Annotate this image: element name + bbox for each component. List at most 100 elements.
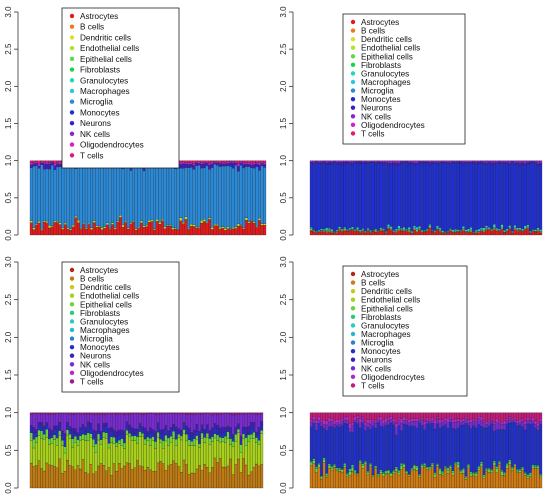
bar-segment xyxy=(322,424,326,429)
bar-segment xyxy=(402,420,406,425)
bar-segment xyxy=(198,447,201,466)
bar-segment xyxy=(180,412,183,414)
bar-segment xyxy=(410,425,414,469)
bar-segment xyxy=(252,422,256,430)
bar-segment xyxy=(160,219,164,221)
bar-segment xyxy=(505,164,509,229)
bar-segment xyxy=(397,228,401,230)
bar-segment xyxy=(366,162,370,164)
bar-segment xyxy=(356,412,360,416)
bar-segment xyxy=(500,164,504,225)
bar-segment xyxy=(37,412,41,414)
bar-segment xyxy=(260,421,264,426)
bar-segment xyxy=(242,162,246,165)
bar-segment xyxy=(56,163,59,168)
bar-segment xyxy=(480,466,483,489)
bar-segment xyxy=(37,168,41,222)
bar-segment xyxy=(412,163,416,166)
bar-segment xyxy=(454,464,458,489)
bar-segment xyxy=(189,162,193,165)
bar-segment xyxy=(480,416,483,421)
bar-segment xyxy=(400,423,403,431)
bar-segment xyxy=(263,164,267,168)
bar-segment xyxy=(516,165,519,228)
bar-segment xyxy=(121,224,125,228)
bar-segment xyxy=(433,412,437,421)
bar-segment xyxy=(428,228,432,236)
bar-segment xyxy=(446,160,450,163)
bar-segment xyxy=(351,164,354,227)
bar-segment xyxy=(129,222,133,224)
y-tick-label: 1.0 xyxy=(279,155,288,167)
bar-segment xyxy=(521,466,525,469)
bar-segment xyxy=(474,232,478,234)
bar-segment xyxy=(189,160,193,163)
bar-segment xyxy=(120,414,124,430)
y-tick-label: 2.0 xyxy=(279,331,288,343)
bar-segment xyxy=(539,232,543,236)
bar-segment xyxy=(495,162,499,165)
bar-segment xyxy=(133,412,137,414)
bar-segment xyxy=(521,162,525,165)
bar-segment xyxy=(35,465,38,489)
legend-label: B cells xyxy=(80,23,104,32)
bar-segment xyxy=(348,468,352,472)
bar-segment xyxy=(387,469,391,472)
bar-segment xyxy=(237,171,240,224)
bar-segment xyxy=(389,412,393,417)
bar-segment xyxy=(63,413,67,434)
bar-segment xyxy=(221,437,225,442)
bar-segment xyxy=(146,413,150,432)
bar-segment xyxy=(464,232,468,236)
bar-segment xyxy=(189,226,193,236)
bar-segment xyxy=(179,164,183,169)
bar-segment xyxy=(234,164,238,228)
bar-segment xyxy=(345,423,349,474)
bar-segment xyxy=(461,412,465,419)
bar-segment xyxy=(161,440,165,449)
bar-segment xyxy=(143,444,147,471)
bar-segment xyxy=(358,160,362,162)
bar-segment xyxy=(86,412,90,414)
bar-segment xyxy=(138,436,142,466)
bar-segment xyxy=(221,414,225,427)
bar-segment xyxy=(187,439,191,446)
y-tick-label: 1.0 xyxy=(4,155,13,167)
bar-segment xyxy=(443,412,447,418)
bar-segment xyxy=(371,475,375,477)
bar-segment xyxy=(205,437,209,468)
bar-segment xyxy=(40,161,44,164)
bar-segment xyxy=(203,413,207,430)
bar-segment xyxy=(394,228,398,231)
bar-segment xyxy=(247,166,251,222)
bar-segment xyxy=(151,429,155,434)
bar-segment xyxy=(155,168,159,220)
bar-segment xyxy=(45,412,49,415)
bar-segment xyxy=(73,428,77,434)
bar-segment xyxy=(258,161,261,166)
bar-segment xyxy=(441,471,445,474)
bar-segment xyxy=(485,468,488,470)
bar-segment xyxy=(200,412,204,415)
bar-segment xyxy=(315,430,318,467)
bar-segment xyxy=(63,471,67,489)
bar-segment xyxy=(503,232,507,236)
bar-segment xyxy=(508,464,512,489)
bar-segment xyxy=(387,160,391,164)
bar-segment xyxy=(351,160,354,163)
bar-segment xyxy=(327,228,331,230)
bar-segment xyxy=(400,418,403,424)
bar-segment xyxy=(94,471,98,489)
bar-segment xyxy=(309,426,313,462)
y-tick-label: 1.5 xyxy=(4,117,13,129)
bar-segment xyxy=(518,230,522,236)
bar-segment xyxy=(236,432,240,460)
bar-segment xyxy=(523,429,527,473)
bar-segment xyxy=(325,162,329,165)
bar-segment xyxy=(150,166,154,220)
bar-segment xyxy=(505,468,509,489)
bar-segment xyxy=(415,420,419,428)
bar-segment xyxy=(410,467,414,470)
